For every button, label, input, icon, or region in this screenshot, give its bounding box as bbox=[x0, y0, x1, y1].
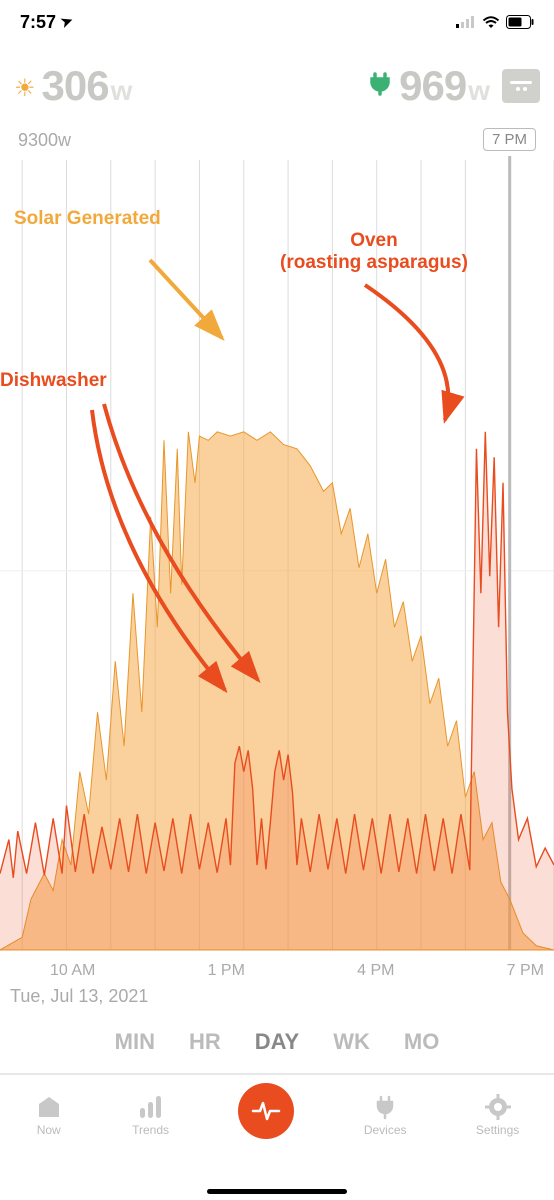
tab-settings[interactable]: Settings bbox=[476, 1093, 519, 1137]
range-tab-mo[interactable]: MO bbox=[404, 1029, 439, 1055]
usage-unit: w bbox=[468, 75, 490, 107]
tab-bar: Now Trends Devices Settings bbox=[0, 1074, 554, 1154]
tab-now[interactable]: Now bbox=[35, 1093, 63, 1137]
cellular-icon bbox=[456, 16, 476, 28]
solar-metric[interactable]: ☀ 306 w bbox=[14, 62, 132, 110]
location-icon: ➤ bbox=[58, 11, 75, 31]
home-indicator[interactable] bbox=[207, 1189, 347, 1194]
chart-svg bbox=[0, 120, 554, 990]
annotation-dishwasher: Dishwasher bbox=[0, 370, 107, 392]
range-tab-hr[interactable]: HR bbox=[189, 1029, 221, 1055]
status-indicators bbox=[456, 15, 534, 29]
plug-icon bbox=[367, 70, 393, 103]
y-axis-max: 9300w bbox=[18, 130, 71, 151]
range-tab-wk[interactable]: WK bbox=[333, 1029, 370, 1055]
metrics-header: ☀ 306 w 969 w bbox=[0, 44, 554, 120]
battery-icon bbox=[506, 15, 534, 29]
tab-label: Settings bbox=[476, 1123, 519, 1137]
solar-unit: w bbox=[111, 75, 133, 107]
tab-devices[interactable]: Devices bbox=[364, 1093, 407, 1137]
range-tabs: MIN HR DAY WK MO bbox=[0, 1023, 554, 1074]
solar-value: 306 bbox=[42, 62, 109, 110]
plug-icon bbox=[371, 1093, 399, 1121]
range-tab-min[interactable]: MIN bbox=[115, 1029, 155, 1055]
status-bar: 7:57 ➤ bbox=[0, 0, 554, 44]
usage-value: 969 bbox=[399, 62, 466, 110]
time-indicator-badge: 7 PM bbox=[483, 128, 536, 151]
tab-label: Devices bbox=[364, 1123, 407, 1137]
bars-icon bbox=[137, 1093, 165, 1121]
wifi-icon bbox=[482, 15, 500, 29]
tab-label: Now bbox=[37, 1123, 61, 1137]
sun-icon: ☀ bbox=[14, 74, 36, 103]
usage-metric[interactable]: 969 w bbox=[367, 62, 490, 110]
annotation-oven: Oven (roasting asparagus) bbox=[280, 230, 468, 274]
chart-area[interactable]: 9300w 7 PM Solar Generated Oven (roasting… bbox=[0, 120, 554, 990]
gear-icon bbox=[484, 1093, 512, 1121]
info-icon[interactable] bbox=[502, 69, 540, 103]
status-time: 7:57 ➤ bbox=[20, 12, 73, 33]
fab-button[interactable] bbox=[238, 1083, 294, 1139]
home-icon bbox=[35, 1093, 63, 1121]
pulse-icon bbox=[251, 1096, 281, 1126]
range-tab-day[interactable]: DAY bbox=[255, 1029, 299, 1055]
tab-trends[interactable]: Trends bbox=[132, 1093, 169, 1137]
tab-label: Trends bbox=[132, 1123, 169, 1137]
annotation-solar: Solar Generated bbox=[14, 208, 161, 230]
